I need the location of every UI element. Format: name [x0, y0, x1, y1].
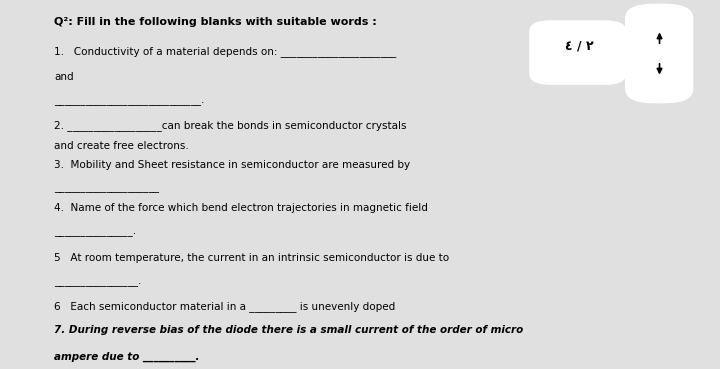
FancyBboxPatch shape — [625, 4, 693, 103]
Text: ampere due to __________.: ampere due to __________. — [54, 351, 199, 362]
Text: _______________.: _______________. — [54, 227, 136, 237]
Text: ____________________________.: ____________________________. — [54, 96, 204, 106]
Text: and: and — [54, 72, 73, 82]
Text: 1.   Conductivity of a material depends on: ______________________: 1. Conductivity of a material depends on… — [54, 46, 396, 57]
Text: ____________________: ____________________ — [54, 183, 159, 193]
FancyBboxPatch shape — [529, 20, 626, 85]
Text: 7. During reverse bias of the diode there is a small current of the order of mic: 7. During reverse bias of the diode ther… — [54, 325, 523, 335]
Text: ٤ / ٢: ٤ / ٢ — [565, 39, 594, 53]
Text: 4.  Name of the force which bend electron trajectories in magnetic field: 4. Name of the force which bend electron… — [54, 203, 428, 213]
Text: 6   Each semiconductor material in a _________ is unevenly doped: 6 Each semiconductor material in a _____… — [54, 301, 395, 312]
Text: 2. __________________can break the bonds in semiconductor crystals: 2. __________________can break the bonds… — [54, 120, 407, 131]
Text: Q²: Fill in the following blanks with suitable words :: Q²: Fill in the following blanks with su… — [54, 17, 377, 27]
Text: 5   At room temperature, the current in an intrinsic semiconductor is due to: 5 At room temperature, the current in an… — [54, 253, 449, 263]
Text: and create free electrons.: and create free electrons. — [54, 141, 189, 151]
Text: ________________.: ________________. — [54, 277, 141, 287]
Text: 3.  Mobility and Sheet resistance in semiconductor are measured by: 3. Mobility and Sheet resistance in semi… — [54, 160, 410, 170]
